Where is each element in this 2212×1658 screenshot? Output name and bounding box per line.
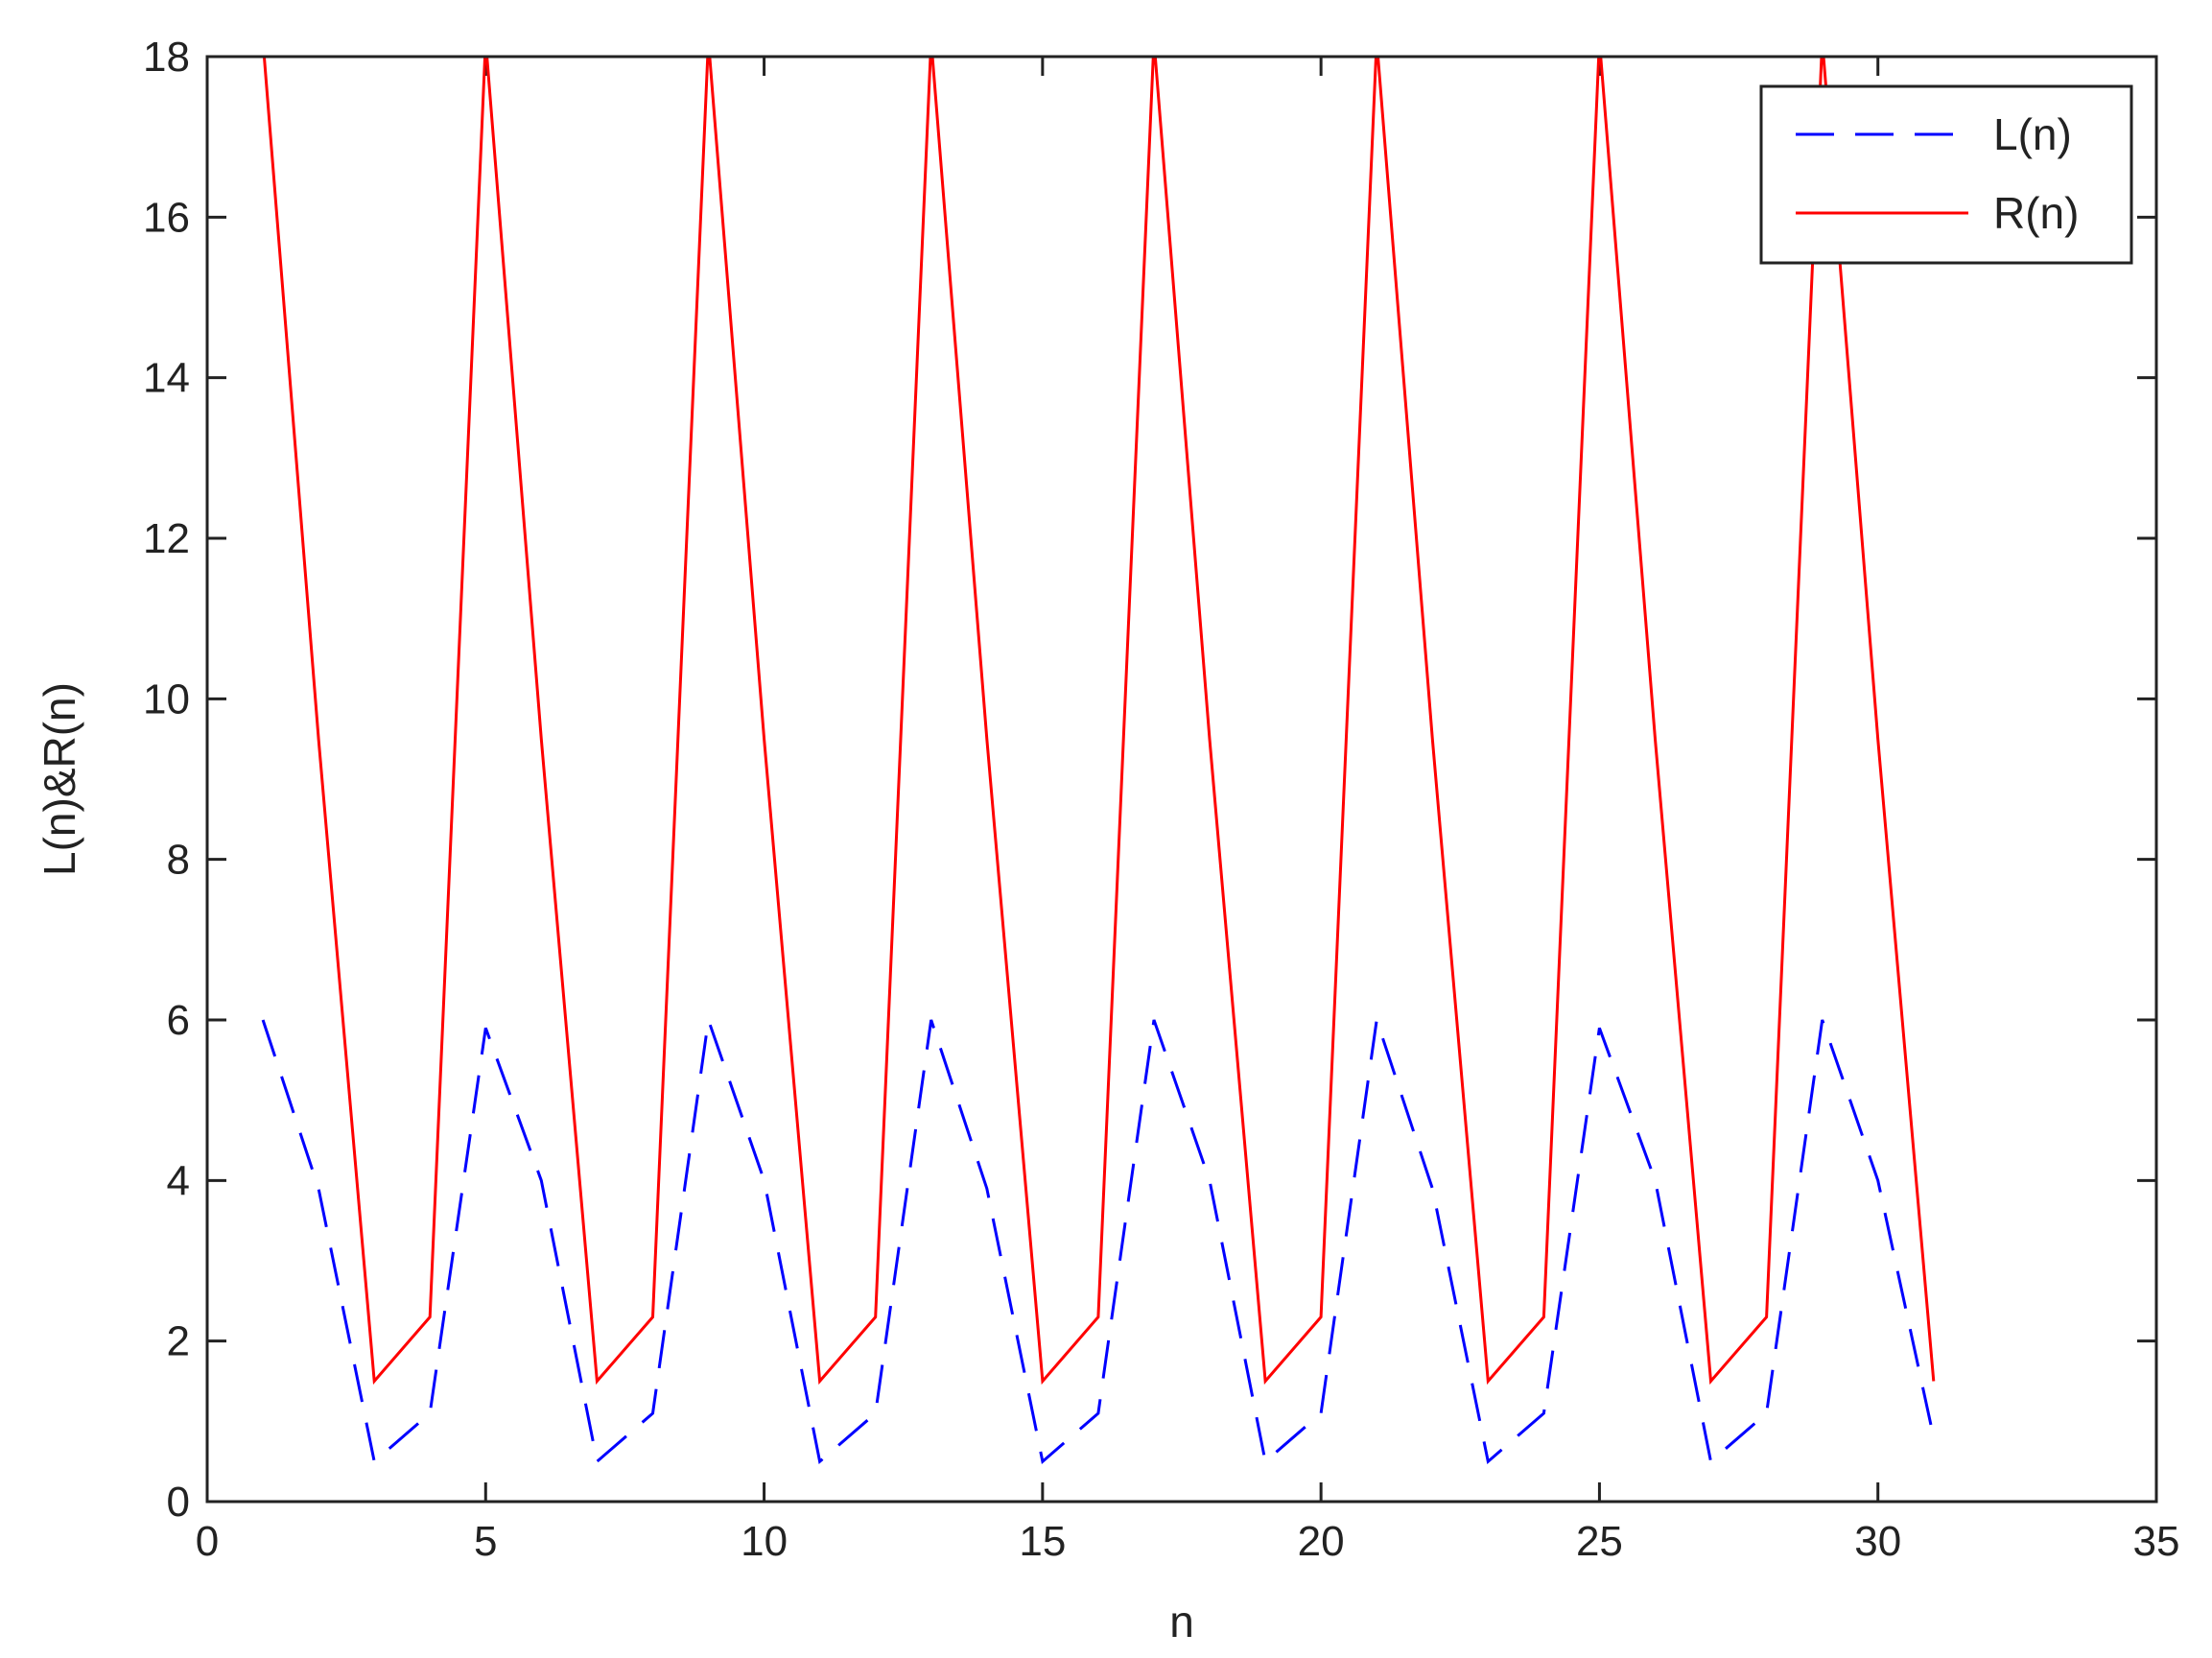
y-tick-label-6: 12 (143, 515, 190, 562)
y-tick-label-3: 6 (167, 997, 190, 1044)
y-tick-label-5: 10 (143, 675, 190, 722)
y-tick-label-2: 4 (167, 1157, 190, 1204)
y-tick-label-4: 8 (167, 837, 190, 884)
x-tick-label-5: 25 (1576, 1518, 1623, 1565)
legend-label-r: R(n) (1993, 188, 2079, 238)
y-tick-label-9: 18 (143, 34, 190, 81)
legend-box (1759, 84, 2133, 265)
y-tick-label-0: 0 (167, 1479, 190, 1526)
x-tick-label-7: 35 (2133, 1518, 2180, 1565)
y-tick-label-7: 14 (143, 355, 190, 402)
y-tick-label-1: 2 (167, 1318, 190, 1365)
x-tick-label-1: 5 (474, 1518, 497, 1565)
x-tick-label-3: 15 (1019, 1518, 1066, 1565)
series-layer (261, 57, 1936, 1465)
legend: L(n) R(n) (1759, 84, 2133, 265)
plot-frame (205, 55, 2158, 1504)
series-line-rn (262, 57, 1936, 1386)
x-axis-label: n (1169, 1597, 1194, 1646)
tick-labels: 0 5 10 15 20 25 30 35 0 2 4 6 8 10 12 14 16 18 (143, 34, 2179, 1565)
y-axis-label: L(n)&R(n) (35, 682, 84, 876)
x-tick-label-2: 10 (741, 1518, 788, 1565)
x-tick-label-4: 20 (1298, 1518, 1345, 1565)
x-tick-label-6: 30 (1854, 1518, 1901, 1565)
x-tick-label-0: 0 (196, 1518, 219, 1565)
plot-background (207, 57, 2156, 1502)
series-line-ln (261, 1019, 1936, 1465)
legend-label-l: L(n) (1993, 109, 2072, 159)
y-tick-label-8: 16 (143, 194, 190, 241)
